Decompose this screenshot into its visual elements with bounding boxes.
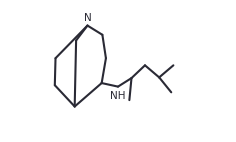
Text: N: N [84,13,91,23]
Text: NH: NH [110,91,126,101]
